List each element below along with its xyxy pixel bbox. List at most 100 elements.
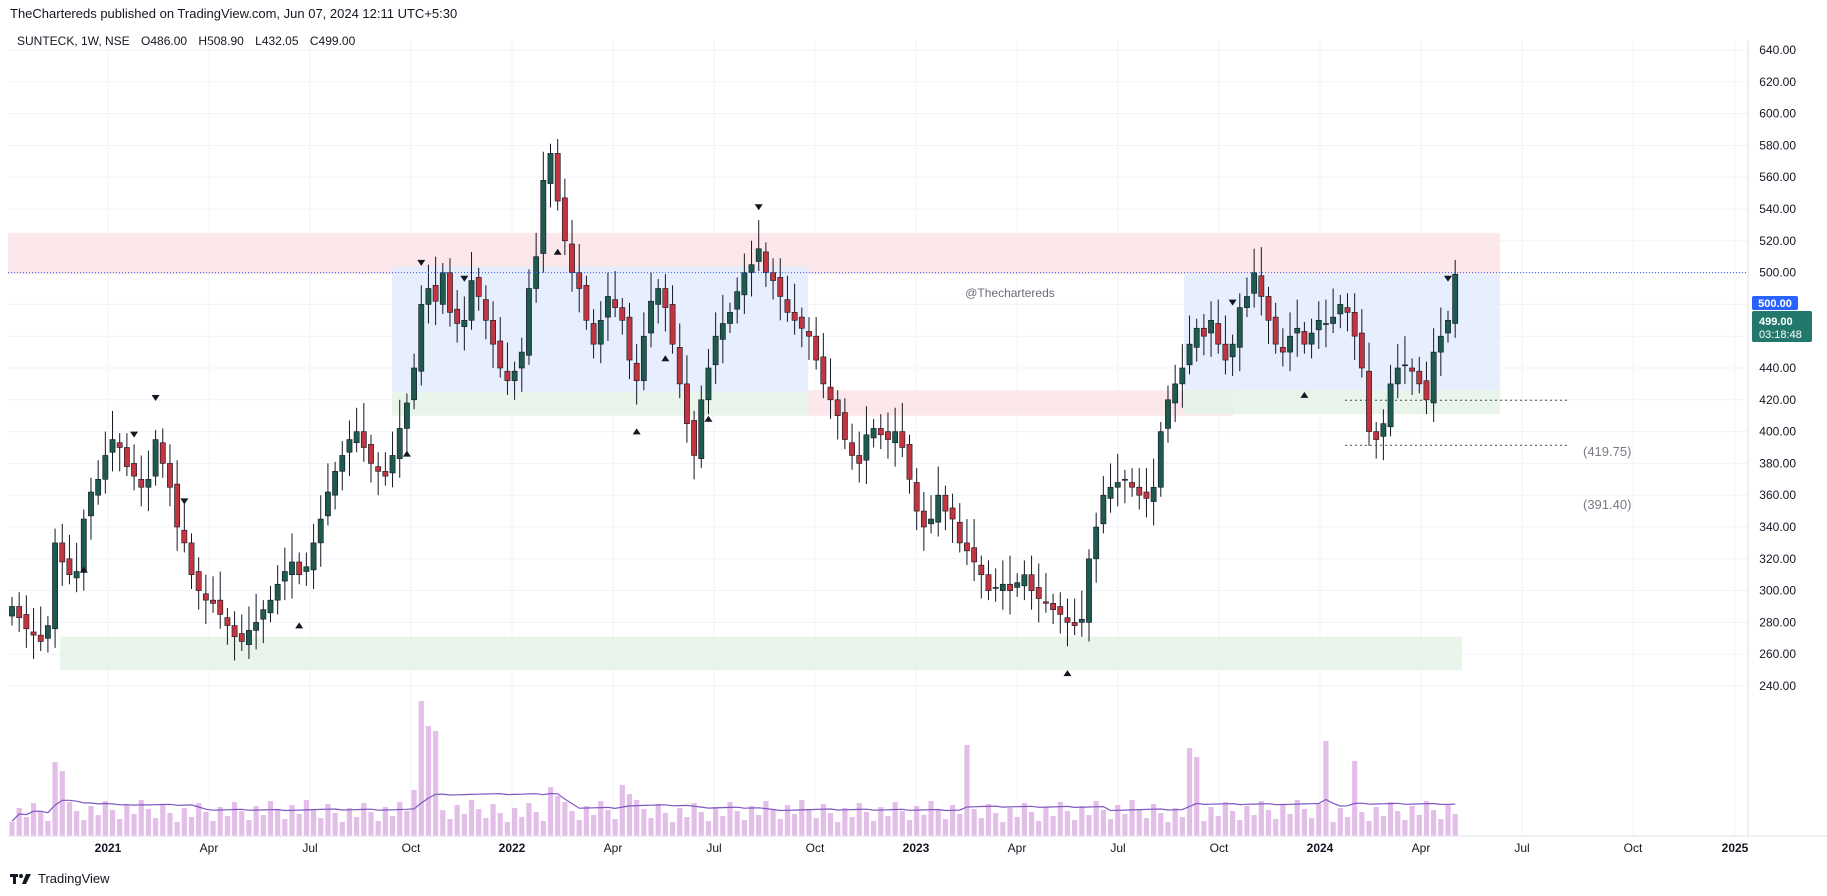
candle-up bbox=[1287, 335, 1293, 353]
candle-up bbox=[1337, 304, 1344, 315]
candle-down bbox=[1423, 380, 1430, 401]
volume-bar bbox=[1373, 807, 1379, 836]
candle-down bbox=[1265, 296, 1272, 321]
symbol-label[interactable]: SUNTECK, 1W, NSE bbox=[17, 34, 130, 48]
x-tick-label: Jul bbox=[1514, 841, 1529, 855]
volume-bar bbox=[217, 807, 223, 836]
volume-bar bbox=[512, 808, 518, 836]
y-tick-label: 340.00 bbox=[1759, 520, 1796, 534]
fractal-up-marker bbox=[1300, 391, 1309, 398]
volume-bar bbox=[325, 804, 331, 836]
candle-up bbox=[289, 561, 295, 575]
volume-bar bbox=[16, 808, 22, 836]
y-tick-label: 500.00 bbox=[1759, 266, 1796, 280]
volume-bar bbox=[562, 802, 568, 836]
candle-down bbox=[195, 571, 202, 591]
volume-bar bbox=[1402, 820, 1408, 836]
candle-up bbox=[281, 571, 288, 582]
candle-down bbox=[626, 316, 633, 361]
volume-bar bbox=[1438, 819, 1444, 836]
volume-bar bbox=[784, 805, 791, 836]
volume-bar bbox=[619, 785, 625, 836]
volume-bar bbox=[899, 811, 905, 836]
watermark-text: @Thechartereds bbox=[965, 286, 1055, 300]
candle-up bbox=[411, 367, 417, 401]
volume-bar bbox=[655, 804, 661, 836]
candle-down bbox=[368, 444, 374, 464]
candle-down bbox=[612, 299, 619, 308]
volume-bar bbox=[1186, 748, 1193, 836]
candle-up bbox=[1114, 482, 1121, 488]
candle-up bbox=[1165, 399, 1171, 429]
price-tag-last-text: 499.00 bbox=[1759, 316, 1793, 328]
candle-down bbox=[978, 564, 985, 575]
candle-up bbox=[755, 248, 762, 262]
volume-bar bbox=[1057, 802, 1063, 836]
y-tick-label: 320.00 bbox=[1759, 552, 1796, 566]
candle-down bbox=[691, 420, 697, 456]
price-axis[interactable]: 240.00 260.00 280.00 300.00 320.00 340.00 360.… bbox=[1759, 43, 1796, 693]
candle-down bbox=[762, 251, 769, 273]
candle-up bbox=[1021, 574, 1028, 587]
volume-bar bbox=[188, 817, 195, 836]
volume-bar bbox=[375, 821, 381, 836]
chart-canvas[interactable]: @Thechartereds (419.75) (391.40) 240.002… bbox=[0, 28, 1827, 870]
volume-bar bbox=[239, 811, 245, 836]
x-tick-label: Jul bbox=[302, 841, 317, 855]
candle-down bbox=[1344, 307, 1351, 313]
volume-bar bbox=[777, 819, 783, 836]
candle-up bbox=[1315, 319, 1322, 331]
volume-bar bbox=[605, 810, 611, 836]
candle-up bbox=[389, 455, 396, 474]
candle-down bbox=[1200, 327, 1207, 337]
fractal-markers bbox=[79, 204, 1452, 677]
candle-up bbox=[540, 180, 547, 254]
candle-down bbox=[777, 277, 784, 297]
tradingview-brand: TradingView bbox=[38, 871, 110, 886]
candle-down bbox=[1057, 606, 1064, 615]
y-tick-label: 560.00 bbox=[1759, 170, 1796, 184]
volume-bar bbox=[863, 812, 870, 836]
volume-bar bbox=[52, 762, 58, 836]
tradingview-footer[interactable]: TradingView bbox=[10, 871, 110, 886]
candle-up bbox=[863, 434, 870, 461]
volume-bar bbox=[361, 803, 367, 836]
volume-bar bbox=[1431, 810, 1437, 836]
volume-bar bbox=[978, 818, 984, 836]
volume-bar bbox=[81, 820, 87, 836]
candle-up bbox=[339, 455, 346, 472]
candle-down bbox=[920, 510, 927, 528]
volume-bar bbox=[174, 822, 180, 836]
volume-bar bbox=[1143, 818, 1150, 836]
volume-bar bbox=[339, 822, 345, 836]
ohlc-legend: SUNTECK, 1W, NSE O486.00 H508.90 L432.05… bbox=[17, 34, 363, 48]
volume-ma-line bbox=[11, 792, 1456, 822]
volume-bar bbox=[38, 812, 44, 836]
candle-up bbox=[1179, 367, 1186, 385]
volume-bar bbox=[289, 805, 295, 836]
candle-up bbox=[748, 264, 755, 273]
volume-bar bbox=[346, 808, 353, 836]
candle-up bbox=[935, 494, 942, 523]
volume-bar bbox=[9, 822, 15, 836]
volume-bar bbox=[354, 817, 360, 836]
volume-bar bbox=[662, 813, 668, 836]
volume-bar bbox=[1086, 815, 1092, 836]
volume-bar bbox=[748, 806, 755, 836]
candle-down bbox=[238, 633, 245, 642]
candle-down bbox=[123, 447, 130, 467]
volume-bar bbox=[1107, 819, 1114, 836]
volume-bar bbox=[30, 803, 37, 836]
volume-bar bbox=[88, 806, 94, 836]
fractal-down-marker bbox=[151, 395, 160, 402]
candle-down bbox=[181, 529, 188, 544]
volume-bar bbox=[1136, 809, 1142, 836]
price-tag-countdown: 03:18:48 bbox=[1759, 329, 1802, 341]
candle-down bbox=[561, 197, 568, 242]
candle-down bbox=[583, 285, 590, 321]
time-axis[interactable]: 2021 Apr Jul Oct 2022 Apr Jul Oct 2023 Apr Jul Oct 2… bbox=[95, 841, 1749, 855]
candle-down bbox=[159, 442, 166, 464]
candle-down bbox=[1215, 323, 1222, 345]
volume-bar bbox=[153, 818, 159, 836]
volume-bar bbox=[246, 820, 252, 836]
